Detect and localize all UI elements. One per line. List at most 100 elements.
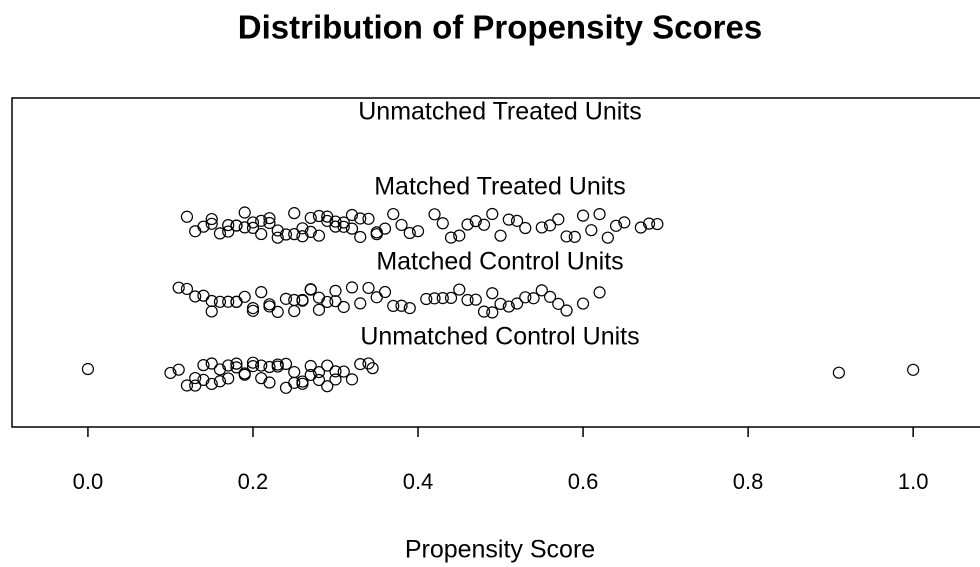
point [560,230,573,243]
x-tick-label: 0.2 [238,469,269,494]
point [246,360,260,373]
point [312,373,326,387]
point [279,228,293,241]
point [263,376,276,389]
point [486,207,499,221]
point [354,297,367,310]
point [222,359,235,372]
point [288,304,301,318]
point [172,363,185,376]
point [263,360,276,374]
point [288,365,301,379]
point [197,220,210,233]
point [263,216,276,230]
point [304,211,317,225]
point [362,281,375,295]
point [238,206,251,219]
point [255,359,268,372]
point [329,284,342,297]
point [304,283,317,296]
point [288,293,301,307]
point [271,358,284,371]
point [403,302,416,315]
point [453,229,466,242]
point [288,228,301,241]
point [296,230,309,243]
point [436,217,449,230]
plot-frame [11,97,980,428]
point [321,295,334,309]
point [362,212,375,225]
point [189,225,202,238]
point [552,297,565,310]
point [510,214,524,227]
point [345,222,359,235]
point [593,286,606,299]
point [279,292,293,305]
point [345,281,359,294]
point [469,293,482,306]
point [189,290,202,303]
point [378,285,392,299]
point [205,305,218,318]
x-axis-label: Propensity Score [405,536,595,564]
point [180,282,194,296]
point [469,215,482,228]
point [263,212,276,225]
point [519,291,532,304]
point [255,214,268,227]
point [189,371,202,385]
group-label: Matched Treated Units [374,173,626,201]
point [651,217,664,231]
point [205,357,218,370]
point [222,218,235,232]
point [428,208,441,221]
point [477,218,491,231]
point [197,359,210,372]
group-label: Unmatched Treated Units [358,98,641,126]
point [337,216,350,229]
point [246,221,260,234]
point [180,210,194,223]
point [312,291,326,304]
point [246,302,260,315]
point [255,372,268,385]
group-label: Unmatched Control Units [360,323,639,351]
point [230,361,243,374]
point [345,208,359,222]
point [81,362,95,376]
point [366,362,379,375]
point [271,224,284,237]
point [560,304,573,317]
point [222,225,235,238]
point [543,219,557,232]
point [907,363,920,376]
x-tick-label: 0.6 [568,469,599,494]
point [568,230,581,243]
point [609,219,623,232]
point [189,379,202,392]
point [494,229,507,242]
point [255,286,268,299]
point [593,208,606,221]
point [312,229,326,242]
point [428,292,441,305]
point [585,224,598,237]
point [304,225,317,239]
point [444,291,458,304]
x-tick-label: 1.0 [898,469,929,494]
point [411,225,425,238]
point [634,221,647,234]
point [312,365,326,379]
point [576,297,590,310]
point [255,227,268,241]
point [387,207,400,221]
point [230,295,243,308]
point [329,373,342,386]
point [535,284,548,297]
point [370,228,383,241]
point [238,290,251,303]
point [230,357,243,370]
point [527,292,540,305]
